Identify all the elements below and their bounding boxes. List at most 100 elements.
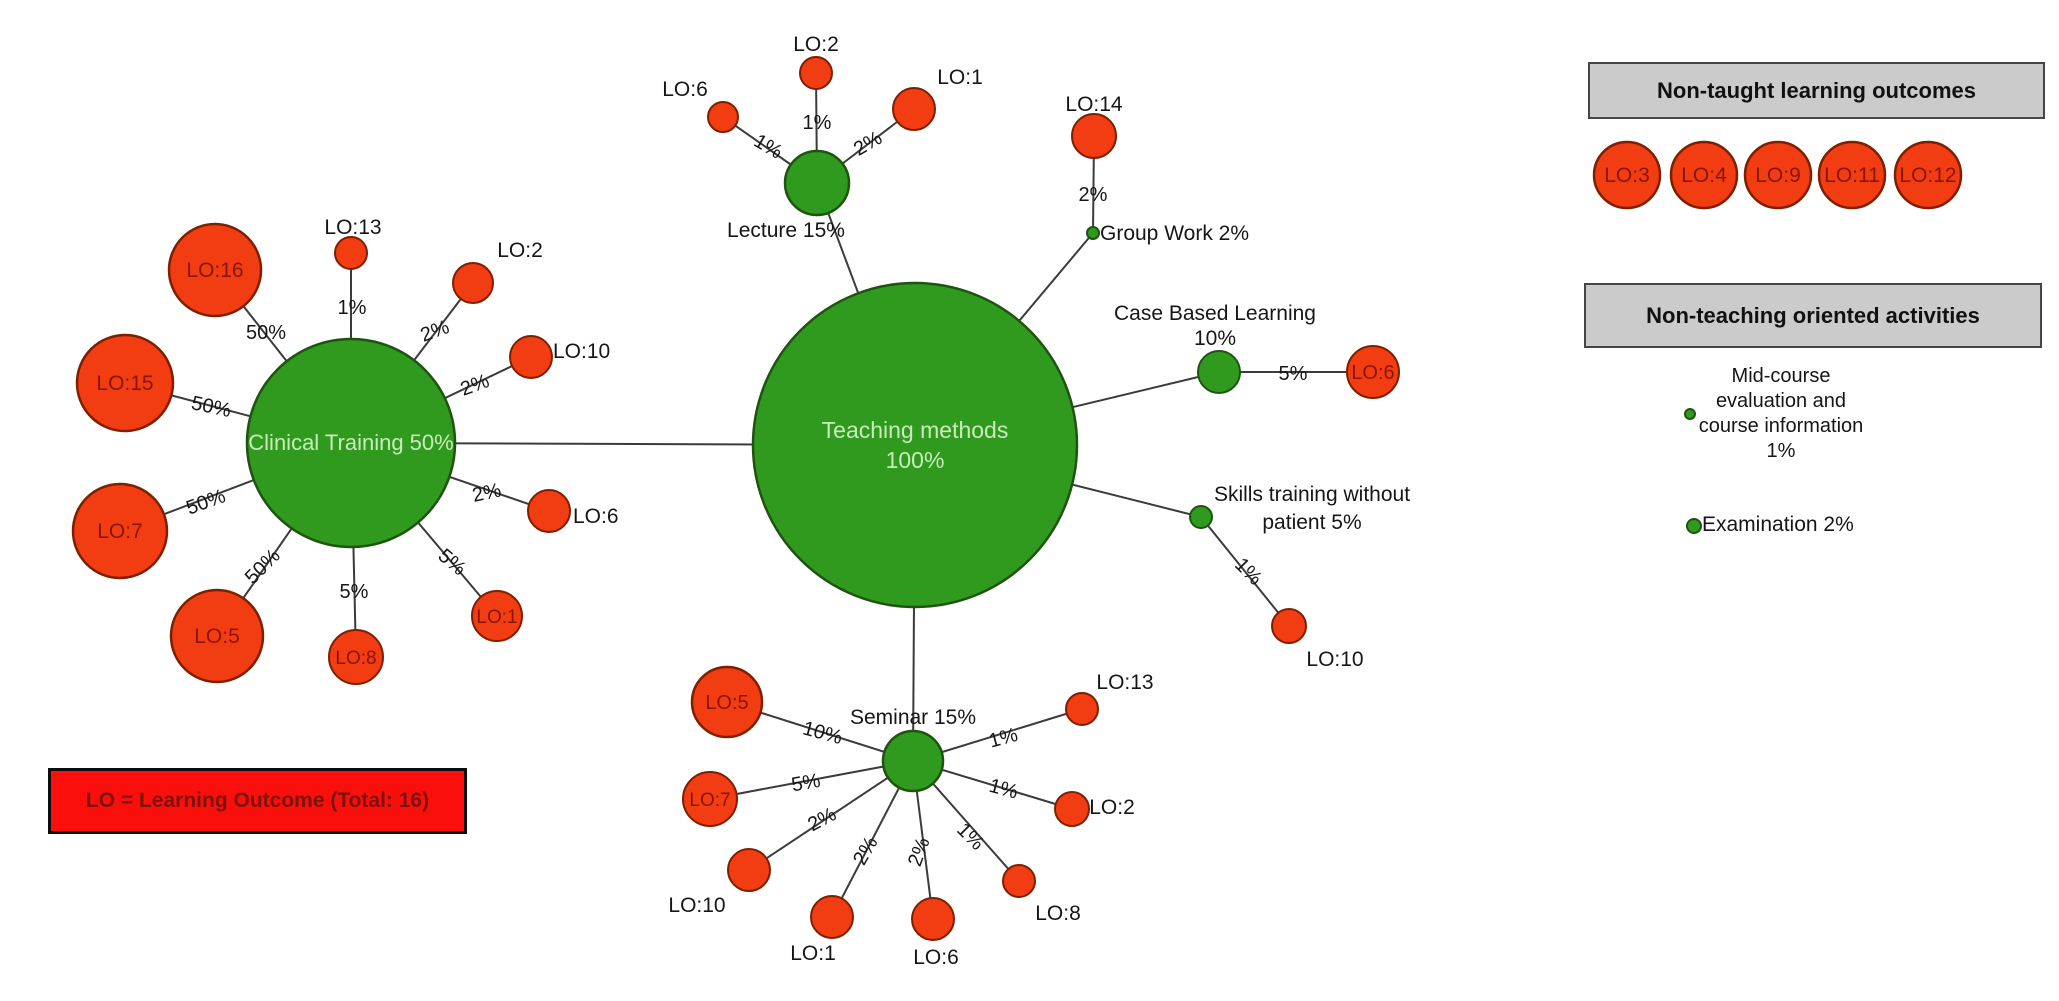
node-s-lo10	[1271, 608, 1307, 644]
node-label-se-lo5: LO:5	[705, 692, 748, 714]
edge-label-5-5%: 5%	[434, 545, 470, 581]
l-lo1-label: LO:1	[937, 66, 983, 89]
node-se-lo2	[1054, 791, 1090, 827]
node-c-lo6	[527, 489, 571, 533]
node-c-lo2	[452, 262, 494, 304]
node-c-lo16	[167, 222, 263, 318]
edge-label-17-5%: 5%	[790, 770, 823, 797]
midcourse-evaluation-label: Mid-course evaluation and course informa…	[1698, 365, 1864, 462]
se-lo6-label: LO:6	[913, 946, 959, 969]
edge-label-7-50%: 50%	[241, 545, 285, 589]
edge-label-21-1%: 1%	[952, 819, 988, 855]
node-label-c-lo1: LO:1	[476, 607, 517, 628]
edge-label-12-2%: 2%	[850, 127, 886, 161]
node-c-lo15	[75, 333, 175, 433]
se-lo10-label: LO:10	[668, 894, 725, 917]
node-casebased	[1197, 350, 1241, 394]
node-nt-lo11	[1817, 140, 1887, 210]
node-groupwork	[1086, 226, 1100, 240]
edge-label-6-5%: 5%	[340, 581, 369, 603]
l-lo2-label: LO:2	[793, 33, 839, 56]
edge-label-16-10%: 10%	[800, 717, 845, 749]
node-lecture	[783, 149, 851, 217]
node-c-lo10	[509, 335, 553, 379]
node-label-nt-lo12: LO:12	[1899, 164, 1956, 187]
node-label-clinical: Clinical Training 50%	[248, 430, 453, 455]
node-clinical	[245, 337, 457, 549]
node-se-lo5	[690, 665, 764, 739]
node-g-lo14	[1071, 113, 1117, 159]
node-label-nt-lo9: LO:9	[1755, 164, 1801, 187]
se-lo8-label: LO:8	[1035, 902, 1081, 925]
node-label-c-lo8: LO:8	[335, 648, 376, 669]
edge-label-13-2%: 2%	[1079, 184, 1108, 206]
edge-label-22-1%: 1%	[987, 775, 1021, 804]
edge-label-23-1%: 1%	[987, 724, 1021, 753]
node-label-c-lo16: LO:16	[186, 259, 243, 282]
edge-skills-s-lo10	[1200, 516, 1290, 627]
edge-label-9-50%: 50%	[189, 392, 233, 422]
node-nt-lo4	[1669, 140, 1739, 210]
s-lo10-label: LO:10	[1306, 648, 1363, 671]
node-skills	[1189, 505, 1213, 529]
node-se-lo8	[1002, 864, 1036, 898]
node-nt-lo12	[1893, 140, 1963, 210]
node-exam-dot	[1686, 518, 1702, 534]
node-nt-lo3	[1592, 140, 1662, 210]
node-c-lo7	[71, 482, 169, 580]
node-se-lo6	[911, 897, 955, 941]
edge-label-19-2%: 2%	[849, 833, 883, 869]
node-c-lo13	[334, 236, 368, 270]
seminar-label: Seminar 15%	[850, 706, 976, 729]
node-label-cb-lo6: LO:6	[1351, 362, 1394, 384]
node-label-nt-lo4: LO:4	[1681, 164, 1727, 187]
se-lo2-label: LO:2	[1089, 796, 1135, 819]
se-lo1-label: LO:1	[790, 942, 836, 965]
node-label-se-lo7: LO:7	[689, 790, 730, 811]
node-label-teaching: Teaching methods 100%	[822, 417, 1009, 473]
edge-label-20-2%: 2%	[904, 834, 935, 869]
node-se-lo13	[1065, 692, 1099, 726]
se-lo13-label: LO:13	[1096, 671, 1153, 694]
edge-seminar-se-lo10	[748, 760, 914, 871]
node-c-lo8	[328, 629, 384, 685]
non-teaching-activities-header: Non-teaching oriented activities	[1584, 283, 2042, 348]
node-c-lo1	[471, 590, 523, 642]
node-label-c-lo5: LO:5	[194, 625, 240, 648]
edge-label-0-50%: 50%	[246, 322, 286, 344]
node-se-lo7	[682, 771, 738, 827]
lo-legend-box: LO = Learning Outcome (Total: 16)	[48, 768, 467, 834]
edge-label-2-2%: 2%	[418, 316, 453, 347]
node-nt-lo9	[1743, 140, 1813, 210]
c-lo13-label: LO:13	[324, 216, 381, 239]
examination-label: Examination 2%	[1702, 513, 1854, 536]
edge-label-11-1%: 1%	[803, 112, 832, 134]
node-cb-lo6	[1346, 345, 1400, 399]
node-seminar	[881, 729, 945, 793]
node-l-lo6	[707, 101, 739, 133]
l-lo6-label: LO:6	[662, 78, 708, 101]
edge-label-4-2%: 2%	[470, 479, 503, 507]
node-midcourse-dot	[1684, 408, 1696, 420]
edge-label-18-2%: 2%	[804, 803, 840, 836]
node-c-lo5	[169, 588, 265, 684]
skills-label: Skills training without patient 5%	[1214, 483, 1410, 534]
edge-label-14-5%: 5%	[1279, 363, 1308, 385]
non-taught-outcomes-header: Non-taught learning outcomes	[1588, 62, 2045, 119]
node-label-c-lo15: LO:15	[96, 372, 153, 395]
edge-seminar-se-lo7	[709, 760, 914, 800]
node-label-c-lo7: LO:7	[97, 520, 143, 543]
edge-label-8-50%: 50%	[183, 485, 228, 519]
node-l-lo1	[892, 87, 936, 131]
c-lo2-label: LO:2	[497, 239, 543, 262]
node-label-nt-lo11: LO:11	[1824, 164, 1880, 187]
node-se-lo10	[727, 848, 771, 892]
c-lo10-label: LO:10	[553, 340, 610, 363]
g-lo14-label: LO:14	[1065, 93, 1123, 116]
node-label-nt-lo3: LO:3	[1604, 164, 1650, 187]
casebased-label: Case Based Learning 10%	[1114, 302, 1316, 350]
edge-label-1-1%: 1%	[338, 297, 367, 319]
c-lo6-label: LO:6	[573, 505, 619, 528]
